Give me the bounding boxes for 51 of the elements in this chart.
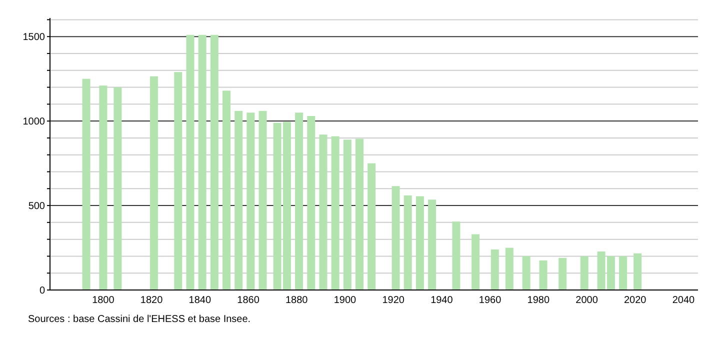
y-tick-label: 1000 [22, 116, 46, 128]
bar [472, 234, 480, 290]
bar [428, 200, 436, 290]
x-tick-label: 2000 [576, 295, 598, 306]
x-tick-label: 1820 [140, 295, 164, 306]
bar [331, 136, 340, 290]
bar [539, 260, 548, 290]
bar [634, 253, 642, 290]
bar [234, 110, 243, 290]
bar [343, 140, 352, 290]
x-tick-label: 1880 [286, 295, 308, 306]
bar [355, 138, 364, 290]
bar [416, 196, 424, 290]
bar [619, 256, 628, 290]
bar [319, 134, 328, 290]
bar [114, 87, 122, 290]
y-tick-label: 500 [28, 201, 46, 212]
bar [392, 186, 400, 290]
x-tick-label: 1900 [334, 295, 357, 306]
bar [558, 258, 567, 290]
bar [99, 86, 108, 290]
bar [82, 78, 90, 290]
x-tick-label: 1860 [237, 295, 260, 306]
x-tick-label: 1960 [478, 295, 502, 306]
x-tick-label: 2040 [672, 295, 696, 306]
x-tick-label: 2020 [624, 295, 647, 306]
x-tick-label: 1940 [430, 295, 454, 306]
bar [307, 116, 316, 290]
bar [404, 195, 412, 290]
x-tick-label: 1980 [527, 295, 550, 306]
bar [505, 248, 514, 290]
bar [150, 76, 158, 290]
bar [580, 256, 588, 290]
bar [490, 249, 499, 290]
bar [452, 222, 460, 290]
bar [186, 34, 194, 290]
bar [295, 112, 304, 290]
x-tick-label: 1840 [188, 295, 212, 306]
y-tick-label: 1500 [22, 32, 46, 44]
x-tick-label: 1920 [382, 295, 405, 306]
bar [246, 112, 255, 290]
y-tick-label: 0 [39, 286, 46, 296]
bar [258, 110, 267, 290]
x-tick-label: 1800 [92, 295, 115, 306]
bar [198, 34, 206, 290]
bar [210, 34, 218, 290]
bar [174, 72, 182, 290]
bar [222, 90, 231, 290]
bar [368, 163, 376, 290]
source-note: Sources : base Cassini de l'EHESS et base Insee. [28, 314, 251, 325]
bar [522, 256, 530, 290]
